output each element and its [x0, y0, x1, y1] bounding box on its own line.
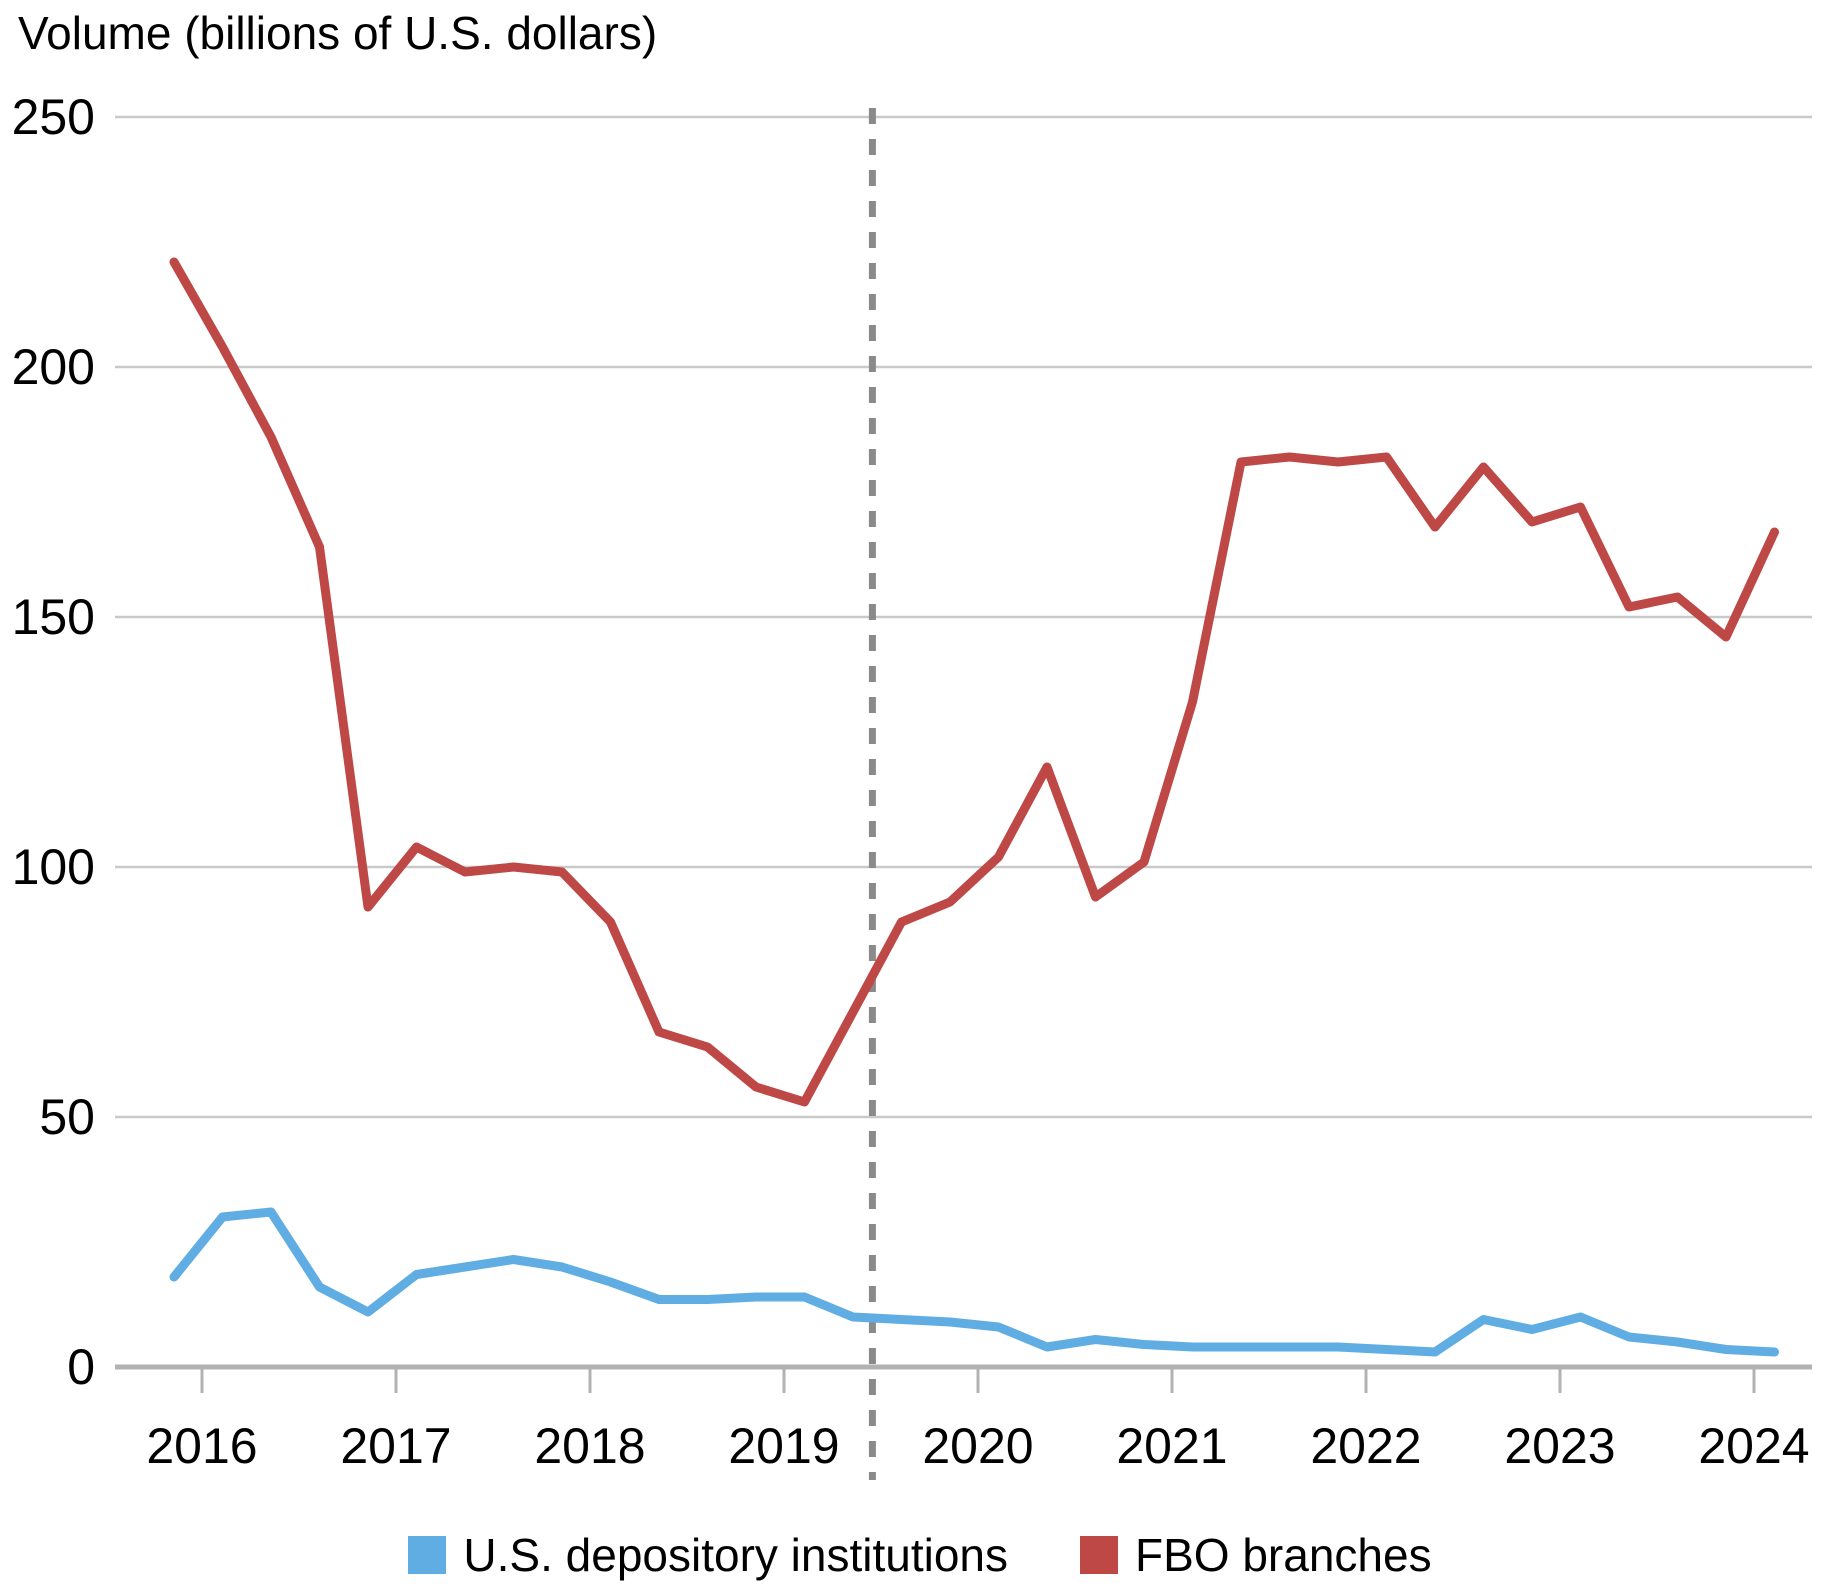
y-tick-label-100: 100 — [12, 839, 95, 895]
x-tick-label-2020: 2020 — [922, 1418, 1033, 1474]
legend-swatch-red-icon — [1080, 1536, 1118, 1574]
x-tick-label-2017: 2017 — [340, 1418, 451, 1474]
x-tick-label-2022: 2022 — [1310, 1418, 1421, 1474]
legend-label-fbo-branches: FBO branches — [1135, 1529, 1432, 1581]
series-line-fbo-branches — [169, 257, 1779, 1107]
chart-legend: U.S. depository institutions FBO branche… — [0, 1532, 1840, 1578]
legend-entry-us-depository-institutions: U.S. depository institutions — [408, 1532, 1008, 1578]
x-tick-label-2021: 2021 — [1116, 1418, 1227, 1474]
legend-swatch-blue-icon — [408, 1536, 447, 1574]
legend-label-us-depository-institutions: U.S. depository institutions — [463, 1529, 1008, 1581]
series-line-u-s-depository-institutions — [169, 1207, 1779, 1357]
y-tick-label-150: 150 — [12, 589, 95, 645]
y-tick-label-250: 250 — [12, 89, 95, 145]
x-tick-label-2019: 2019 — [728, 1418, 839, 1474]
chart-title: Volume (billions of U.S. dollars) — [18, 7, 658, 59]
x-tick-label-2016: 2016 — [146, 1418, 257, 1474]
x-tick-label-2018: 2018 — [534, 1418, 645, 1474]
x-tick-label-2024: 2024 — [1698, 1418, 1809, 1474]
legend-entry-fbo-branches: FBO branches — [1080, 1532, 1432, 1578]
y-tick-label-0: 0 — [67, 1339, 95, 1395]
y-tick-label-50: 50 — [39, 1089, 95, 1145]
x-tick-label-2023: 2023 — [1504, 1418, 1615, 1474]
y-tick-label-200: 200 — [12, 339, 95, 395]
